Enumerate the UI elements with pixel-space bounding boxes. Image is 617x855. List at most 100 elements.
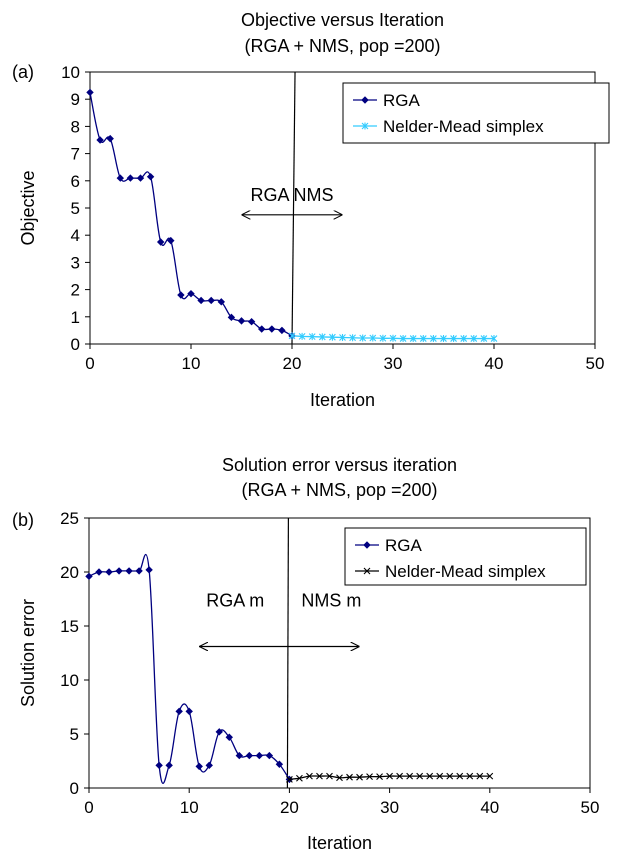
data-point (359, 334, 367, 342)
y-tick-label: 2 (71, 281, 80, 300)
chart-panel-a: Objective versus Iteration (RGA + NMS, po… (12, 10, 610, 410)
y-tick-label: 15 (60, 617, 79, 636)
data-point (339, 333, 346, 341)
data-point (426, 772, 434, 780)
data-point (450, 335, 457, 343)
data-point (326, 772, 333, 780)
data-point (466, 772, 474, 780)
y-tick-label: 10 (61, 63, 80, 82)
data-point (298, 332, 306, 340)
x-tick-label: 10 (182, 354, 201, 373)
phase-divider-line (291, 71, 296, 345)
x-tick-label: 20 (283, 354, 302, 373)
data-point (275, 760, 284, 768)
data-point (268, 325, 276, 333)
data-point (329, 333, 336, 341)
panel-label: (a) (12, 62, 34, 82)
legend-label: Nelder-Mead simplex (383, 117, 544, 136)
data-point (470, 335, 478, 343)
series-rga (85, 553, 294, 784)
data-point (235, 751, 244, 760)
data-point (156, 238, 165, 246)
series-line (88, 553, 290, 784)
y-tick-label: 7 (71, 145, 80, 164)
data-point (126, 174, 135, 182)
data-point (278, 326, 286, 335)
data-point (217, 298, 226, 306)
data-point (125, 567, 133, 575)
chart-title: Objective versus Iteration (241, 10, 444, 30)
data-point (379, 334, 387, 342)
data-point (306, 772, 313, 780)
data-point (336, 774, 343, 782)
data-point (409, 335, 417, 343)
data-point (349, 334, 356, 342)
y-axis-label: Solution error (18, 599, 38, 707)
chart-subtitle: (RGA + NMS, pop =200) (241, 480, 437, 500)
data-point (175, 707, 183, 716)
data-point (286, 775, 293, 783)
data-point (245, 751, 254, 760)
y-tick-label: 9 (71, 90, 80, 109)
legend-swatch-marker (361, 96, 369, 104)
y-tick-label: 4 (71, 226, 80, 245)
x-tick-label: 30 (384, 354, 403, 373)
data-point (318, 333, 326, 341)
x-tick-label: 20 (280, 798, 299, 817)
y-tick-label: 0 (70, 779, 79, 798)
data-point (106, 134, 114, 143)
data-point (247, 317, 256, 326)
chart-panel-b: Solution error versus iteration (RGA + NM… (12, 455, 599, 853)
phase-divider-line (286, 517, 289, 789)
data-point (237, 317, 246, 325)
y-tick-label: 1 (71, 308, 80, 327)
y-tick-label: 25 (60, 509, 79, 528)
data-point (177, 291, 185, 299)
data-point (369, 334, 377, 342)
data-point (460, 335, 468, 343)
y-tick-label: 5 (70, 725, 79, 744)
data-point (376, 773, 383, 781)
data-point (85, 572, 93, 581)
data-point (96, 136, 104, 144)
y-axis-label: Objective (18, 170, 38, 245)
data-point (145, 566, 153, 574)
data-point (215, 728, 223, 736)
data-point (406, 772, 414, 780)
data-point (389, 334, 397, 342)
y-tick-label: 5 (71, 199, 80, 218)
phase-annotation: RGA NMS (250, 185, 333, 205)
data-point (456, 772, 464, 780)
legend-label: RGA (383, 91, 421, 110)
y-tick-label: 0 (71, 335, 80, 354)
x-tick-label: 40 (485, 354, 504, 373)
legend-box (344, 527, 587, 586)
data-point (257, 325, 266, 333)
y-tick-label: 10 (60, 671, 79, 690)
data-point (396, 772, 404, 780)
data-point (366, 773, 373, 781)
data-point (227, 313, 236, 322)
series-line (89, 92, 293, 337)
data-point (115, 567, 123, 575)
data-point (296, 774, 303, 782)
data-point (480, 335, 488, 343)
data-point (288, 332, 296, 340)
legend-swatch-marker (363, 541, 371, 549)
data-point (207, 296, 215, 305)
data-point (346, 773, 353, 781)
y-tick-label: 8 (71, 117, 80, 136)
data-point (146, 173, 155, 181)
data-point (116, 174, 125, 182)
legend-label: Nelder-Mead simplex (385, 562, 546, 581)
data-point (308, 333, 316, 341)
data-point (86, 88, 94, 97)
data-point (105, 568, 113, 576)
legend-label: RGA (385, 536, 423, 555)
data-point (155, 761, 163, 770)
y-tick-label: 6 (71, 172, 80, 191)
data-point (167, 236, 175, 245)
chart-title: Solution error versus iteration (222, 455, 457, 475)
data-point (165, 761, 173, 770)
data-point (416, 772, 424, 780)
